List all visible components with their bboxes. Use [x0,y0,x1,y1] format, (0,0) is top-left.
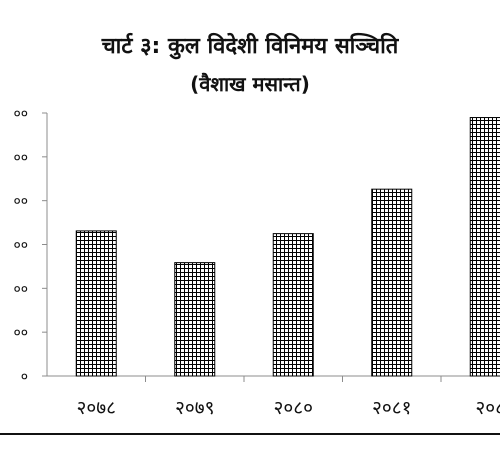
x-tick-label: २०८१ [372,397,412,419]
bar [371,188,413,377]
x-tick-label: २०८ [475,397,500,419]
x-tick-label: २०८० [273,397,313,419]
x-tick-label: २०७९ [175,397,215,419]
y-tick-label: ०० [13,150,28,166]
y-tick-label: ०० [13,238,28,254]
y-tick-label: ०० [13,325,28,341]
chart-title: चार्ट ३: कुल विदेशी विनिमय सञ्चिति [101,34,399,59]
bar [469,117,500,377]
bar [75,230,117,377]
x-tick-label: २०७८ [76,397,116,419]
y-tick-label: ०० [13,281,28,297]
bottom-rule [0,433,500,435]
bar [174,262,216,377]
bar [272,233,314,377]
chart-subtitle: (वैशाख मसान्त) [190,72,310,96]
y-tick-label: ० [21,369,28,385]
y-tick-label: ०० [13,194,28,210]
y-tick-label: ०० [13,106,28,122]
